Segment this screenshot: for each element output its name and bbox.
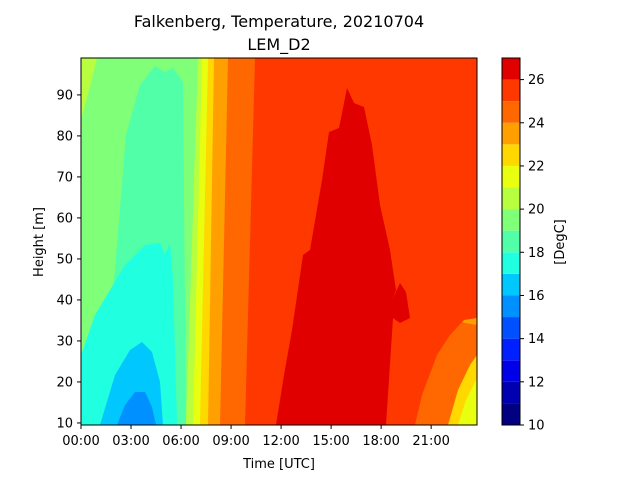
colorbar-ticks: 10 12 14 16 18 20 22 24 26 (520, 73, 545, 434)
contour-level-14-15 (117, 392, 156, 425)
x-tick-label: 21:00 (412, 434, 449, 449)
colorbar-segment (502, 295, 520, 318)
x-tick-label: 12:00 (262, 434, 299, 449)
y-tick-label: 80 (56, 129, 73, 144)
x-axis-ticks: 00:00 03:00 06:00 09:00 12:00 15:00 18:00 21:00 (62, 425, 450, 449)
y-tick-label: 70 (56, 170, 73, 185)
colorbar-tick-label: 18 (528, 246, 545, 261)
colorbar-segment (502, 209, 520, 231)
plot-frame (80, 57, 478, 426)
colorbar-tick-label: 26 (528, 73, 545, 88)
y-tick-label: 30 (56, 334, 73, 349)
x-tick-label: 00:00 (62, 434, 99, 449)
colorbar-tick-label: 22 (528, 159, 545, 174)
y-tick-label: 90 (56, 88, 73, 103)
colorbar-tick-label: 14 (528, 332, 545, 347)
colorbar-segment (502, 187, 520, 210)
colorbar-tick-label: 12 (528, 375, 545, 390)
colorbar-segment (502, 252, 520, 274)
colorbar-segment (502, 122, 520, 145)
contour-bottom-right-yellowgreen (458, 378, 477, 425)
colorbar-segment (502, 230, 520, 253)
x-tick-label: 03:00 (112, 434, 149, 449)
colorbar-tick-label: 10 (528, 419, 545, 434)
x-tick-label: 06:00 (162, 434, 199, 449)
colorbar-segment (502, 381, 520, 404)
colorbar (502, 58, 520, 425)
contour-level-26-27 (276, 88, 410, 425)
colorbar-segment (502, 79, 520, 102)
colorbar-segment (502, 338, 520, 361)
chart-title: Falkenberg, Temperature, 20210704 (134, 12, 424, 31)
colorbar-segment (502, 403, 520, 425)
y-axis-ticks: 10 20 30 40 50 60 70 80 90 (56, 88, 81, 431)
colorbar-segment (502, 101, 520, 123)
y-axis-label: Height [m] (32, 207, 47, 277)
y-tick-label: 60 (56, 211, 73, 226)
y-tick-label: 20 (56, 375, 73, 390)
colorbar-tick-label: 16 (528, 289, 545, 304)
x-tick-label: 15:00 (312, 434, 349, 449)
colorbar-segment (502, 273, 520, 296)
colorbar-segment (502, 317, 520, 339)
colorbar-segment (502, 360, 520, 382)
contour-fills (81, 58, 477, 425)
y-tick-label: 10 (56, 416, 73, 431)
x-axis-label: Time [UTC] (242, 457, 315, 472)
x-tick-label: 09:00 (212, 434, 249, 449)
y-tick-label: 50 (56, 252, 73, 267)
colorbar-segment (502, 144, 520, 166)
y-tick-label: 40 (56, 293, 73, 308)
colorbar-label: [DegC] (553, 219, 568, 264)
colorbar-segment (502, 58, 520, 80)
chart-subtitle: LEM_D2 (247, 35, 310, 55)
colorbar-tick-label: 24 (528, 116, 545, 131)
colorbar-frame (501, 57, 521, 426)
contour-left-yellowgreen-band (81, 58, 97, 120)
colorbar-tick-label: 20 (528, 203, 545, 218)
colorbar-segment (502, 165, 520, 188)
x-tick-label: 18:00 (362, 434, 399, 449)
